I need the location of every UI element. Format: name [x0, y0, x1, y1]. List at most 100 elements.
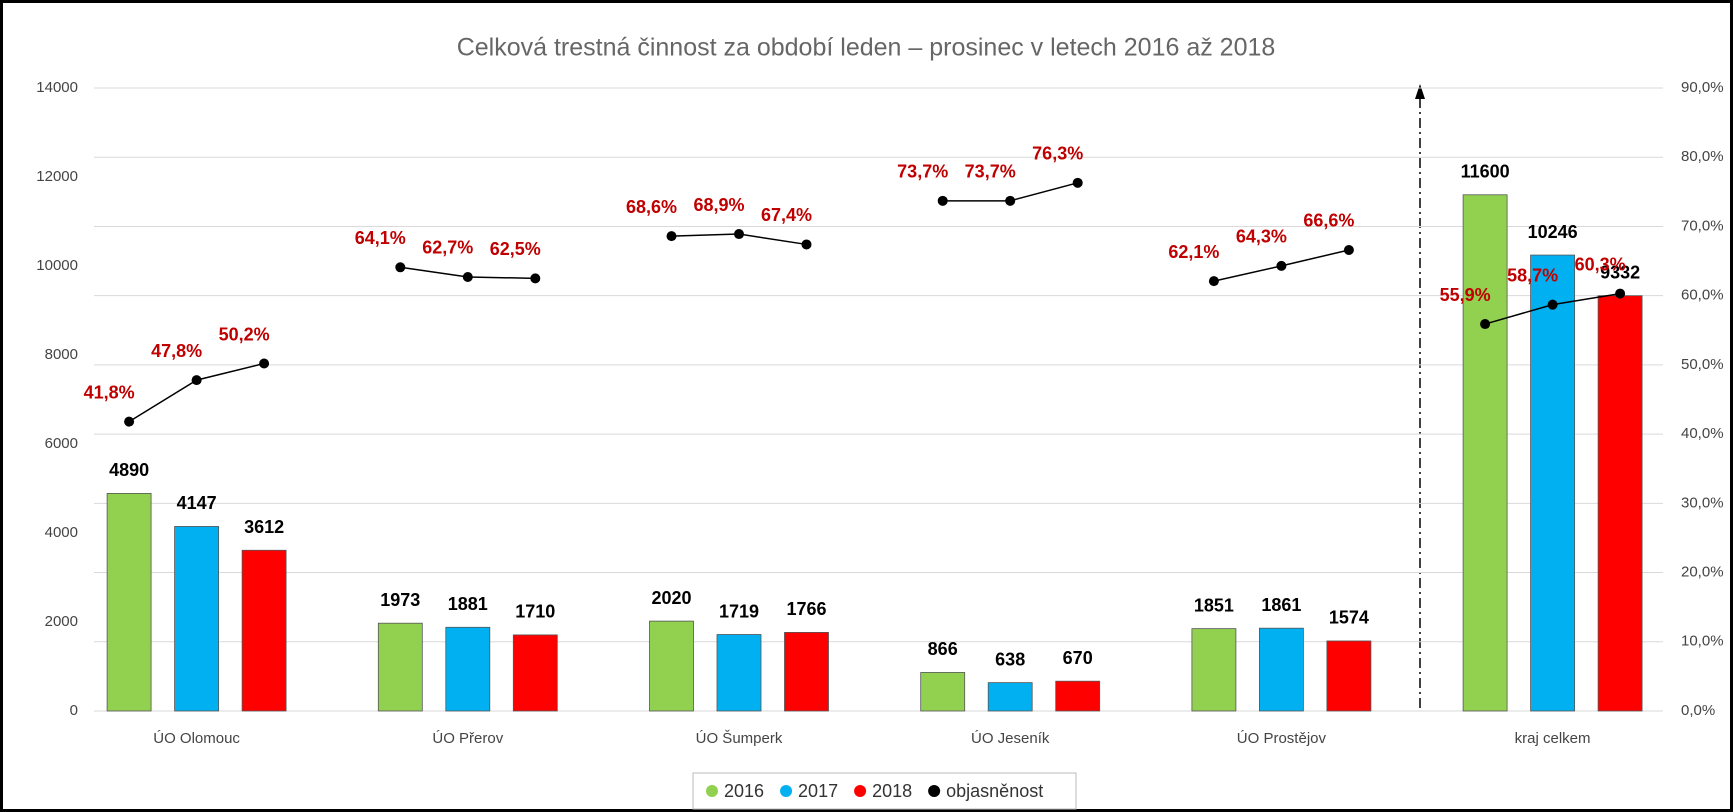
rate-point	[666, 231, 677, 242]
y-tick-label: 8000	[45, 346, 78, 363]
rate-point	[530, 273, 541, 284]
rate-point	[1480, 319, 1491, 330]
divider-arrow	[1415, 84, 1425, 99]
y2-tick-label: 30,0%	[1681, 494, 1724, 511]
rate-label: 64,1%	[355, 228, 406, 248]
rate-label: 68,6%	[626, 197, 677, 217]
rate-label: 66,6%	[1303, 211, 1354, 231]
y2-tick-label: 0,0%	[1681, 702, 1715, 719]
x-tick-label: ÚO Jeseník	[971, 730, 1050, 747]
rate-label: 76,3%	[1032, 144, 1083, 164]
legend-label: 2018	[872, 781, 912, 801]
bar	[649, 620, 694, 712]
bar	[784, 632, 829, 712]
rate-point	[1072, 177, 1083, 188]
legend-marker	[706, 785, 718, 797]
rate-label: 55,9%	[1440, 285, 1491, 305]
rate-point	[1208, 276, 1219, 287]
rate-point	[124, 416, 135, 427]
value-label: 10246	[1528, 222, 1578, 242]
bar	[106, 492, 152, 712]
bar	[445, 626, 491, 712]
bar	[241, 549, 287, 712]
value-label: 1766	[786, 599, 826, 619]
x-tick-label: ÚO Olomouc	[153, 730, 240, 747]
bar	[1326, 640, 1372, 712]
rate-point	[1615, 288, 1626, 299]
value-label: 638	[995, 649, 1025, 669]
y-tick-label: 14000	[36, 79, 78, 96]
rate-label: 73,7%	[965, 162, 1016, 182]
y-tick-label: 2000	[45, 613, 78, 630]
value-label: 670	[1063, 648, 1093, 668]
rate-label: 41,8%	[84, 382, 135, 402]
legend-marker	[854, 785, 867, 797]
bar	[716, 634, 762, 712]
y2-tick-label: 50,0%	[1681, 356, 1724, 373]
rate-label: 68,9%	[693, 195, 744, 215]
value-label: 4890	[109, 460, 149, 480]
value-label: 866	[928, 639, 958, 659]
y-tick-label: 0	[70, 702, 78, 719]
rate-label: 67,4%	[761, 205, 812, 225]
rate-label: 62,7%	[422, 238, 473, 258]
rate-label: 60,3%	[1575, 254, 1626, 274]
rate-label: 58,7%	[1507, 265, 1558, 285]
rate-label: 73,7%	[897, 162, 948, 182]
value-label: 1719	[719, 601, 759, 621]
value-label: 1861	[1261, 595, 1301, 615]
bar	[1191, 628, 1237, 712]
bar	[1259, 627, 1304, 712]
x-tick-label: ÚO Přerov	[432, 730, 503, 747]
value-label: 1710	[515, 602, 555, 622]
bar	[1462, 194, 1508, 712]
rate-point	[462, 271, 473, 282]
y-tick-label: 10000	[36, 257, 78, 274]
y-tick-label: 4000	[45, 524, 78, 541]
rate-point	[1343, 244, 1354, 255]
y2-tick-label: 90,0%	[1681, 79, 1724, 96]
x-tick-label: kraj celkem	[1515, 730, 1591, 747]
rate-point	[1547, 299, 1558, 310]
value-label: 4147	[177, 493, 217, 513]
bar	[987, 682, 1033, 712]
rate-point	[1276, 260, 1287, 271]
y2-tick-label: 10,0%	[1681, 633, 1724, 650]
legend-marker	[928, 785, 941, 797]
x-tick-label: ÚO Šumperk	[696, 730, 783, 747]
value-label: 1881	[448, 594, 488, 614]
value-label: 9332	[1600, 262, 1640, 282]
rate-label: 50,2%	[219, 324, 270, 344]
bar	[1530, 254, 1575, 712]
x-tick-label: ÚO Prostějov	[1237, 730, 1327, 747]
value-label: 11600	[1461, 162, 1510, 182]
rate-label: 62,1%	[1168, 242, 1219, 262]
y-tick-label: 6000	[45, 435, 78, 452]
rate-point	[191, 375, 202, 386]
rate-point	[801, 239, 812, 250]
bar	[377, 622, 423, 712]
rate-point	[734, 229, 744, 240]
y2-tick-label: 60,0%	[1681, 287, 1724, 304]
rate-point	[937, 195, 948, 206]
value-label: 1851	[1194, 595, 1234, 615]
rate-point	[395, 262, 406, 273]
value-label: 2020	[651, 588, 691, 608]
y-tick-label: 12000	[36, 168, 78, 185]
y2-tick-label: 80,0%	[1681, 148, 1724, 165]
rate-label: 47,8%	[151, 341, 202, 361]
rate-label: 62,5%	[490, 239, 541, 259]
bar	[920, 672, 966, 712]
rate-point	[259, 358, 270, 369]
bar	[512, 634, 558, 712]
bar	[1055, 680, 1101, 712]
chart-title: Celková trestná činnost za období leden …	[457, 34, 1276, 62]
y2-tick-label: 70,0%	[1681, 217, 1724, 234]
legend-label: 2016	[724, 781, 764, 801]
legend-label: 2017	[798, 781, 838, 801]
y2-tick-label: 40,0%	[1681, 425, 1724, 442]
rate-label: 64,3%	[1236, 227, 1287, 247]
value-label: 3612	[244, 517, 284, 537]
